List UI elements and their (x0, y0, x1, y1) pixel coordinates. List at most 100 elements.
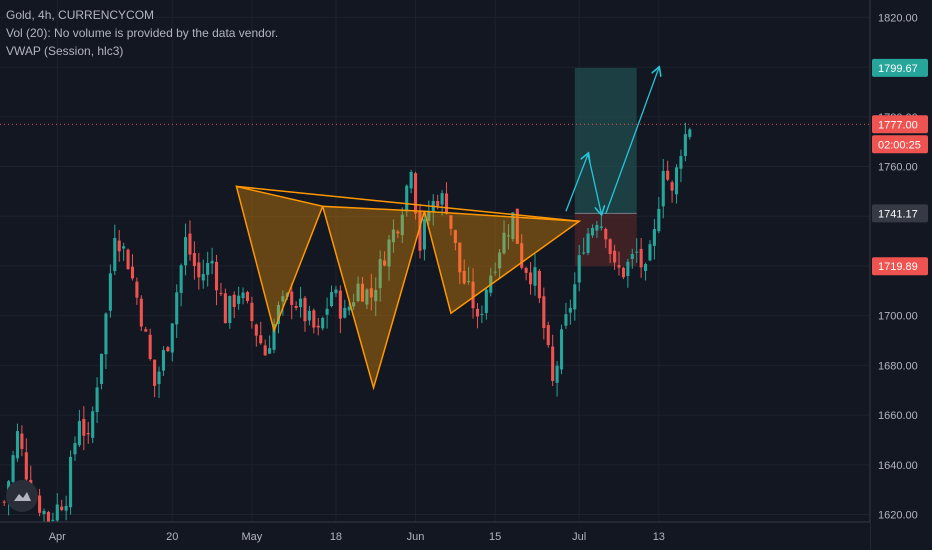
projection-arrow (587, 153, 601, 214)
candle-body (524, 267, 528, 273)
candle-body (387, 239, 391, 267)
candle-body (210, 260, 214, 264)
candle-body (679, 156, 683, 169)
x-tick-label: 13 (653, 531, 665, 543)
candle-body (586, 233, 590, 253)
candle-body (493, 271, 497, 273)
chart-grid (0, 0, 870, 522)
candle-body (471, 281, 475, 309)
legend-vwap[interactable]: VWAP (Session, hlc3) (6, 44, 124, 58)
candle-body (325, 308, 329, 315)
candle-body (108, 273, 112, 311)
pattern-shoulder (423, 210, 582, 315)
candle-body (268, 348, 272, 354)
candle-body (312, 310, 316, 328)
price-label-bg (872, 257, 928, 276)
candle-body (329, 292, 334, 307)
candle-body (511, 212, 515, 239)
candle-body (184, 237, 188, 266)
cloud-logo-icon (14, 492, 31, 501)
candle-body (276, 304, 280, 324)
candle-body (590, 228, 595, 236)
candle-body (414, 173, 418, 214)
candle-body (613, 250, 617, 263)
candle-body (126, 249, 130, 270)
candle-body (294, 305, 298, 308)
x-tick-label: 15 (489, 531, 501, 543)
candle-body (440, 193, 444, 205)
candle-body (453, 230, 457, 243)
x-tick-label: May (242, 531, 263, 543)
candle-body (166, 347, 170, 352)
candle-body (135, 281, 139, 298)
candle-body (42, 510, 46, 515)
candle-body (475, 308, 480, 317)
candle-body (356, 283, 360, 301)
candle-body (657, 208, 661, 232)
candle-body (670, 182, 674, 191)
projection-arrow (605, 68, 659, 214)
candle-body (400, 214, 404, 236)
candle-body (104, 313, 108, 355)
y-tick-label: 1660.00 (878, 410, 918, 422)
candle-body (237, 295, 241, 304)
candle-body (232, 294, 236, 307)
candle-body (130, 266, 135, 279)
candle-body (444, 193, 449, 214)
candle-body (197, 262, 201, 278)
candle-body (582, 252, 586, 254)
candle-body (502, 232, 506, 254)
candle-body (378, 258, 382, 289)
price-label: 1799.67 (878, 63, 918, 75)
candle-body (60, 506, 64, 510)
y-tick-label: 1760.00 (878, 162, 918, 174)
x-tick-label: Jun (407, 531, 425, 543)
candle-body (537, 270, 541, 299)
y-tick-label: 1620.00 (878, 510, 918, 522)
y-tick-label: 1700.00 (878, 311, 918, 323)
price-label: 1777.00 (878, 119, 918, 131)
candle-body (409, 171, 413, 189)
candle-body (117, 240, 121, 252)
price-label-bg (872, 58, 928, 77)
price-label: 1719.89 (878, 261, 918, 273)
candle-body (666, 170, 670, 180)
candle-body (360, 283, 365, 302)
candle-body (405, 185, 409, 212)
countdown-label: 02:00:25 (878, 139, 921, 151)
price-label-bg (872, 115, 928, 134)
candle-body (170, 323, 174, 353)
candle-body (46, 512, 50, 524)
candle-body (352, 302, 356, 307)
candle-body (175, 292, 179, 325)
candle-series (2, 122, 692, 538)
price-axis[interactable]: 1620.001640.001660.001680.001700.001720.… (869, 0, 932, 550)
time-axis[interactable]: Apr 20 May 18 Jun 15 Jul 13 (0, 521, 870, 550)
candle-body (321, 317, 325, 329)
x-tick-label: 18 (330, 531, 342, 543)
legend-volume[interactable]: Vol (20): No volume is provided by the d… (6, 26, 279, 40)
legend-symbol[interactable]: Gold, 4h, CURRENCYCOM (6, 8, 155, 22)
candle-body (77, 420, 81, 446)
candle-body (99, 353, 104, 384)
candle-body (644, 264, 648, 271)
candle-body (188, 233, 192, 255)
candle-body (604, 228, 608, 240)
candle-body (635, 251, 639, 253)
candle-body (113, 238, 117, 272)
tradingview-logo[interactable] (6, 480, 38, 512)
candle-body (228, 295, 232, 324)
candle-body (661, 171, 665, 207)
candle-body (529, 272, 533, 285)
candle-body (241, 292, 245, 299)
candle-body (157, 371, 161, 385)
candle-body (347, 306, 351, 311)
candle-body (64, 505, 68, 511)
candle-body (568, 307, 572, 313)
candle-body (648, 244, 652, 261)
candle-body (674, 167, 679, 195)
x-tick-label: Jul (572, 531, 586, 543)
candle-body (201, 274, 205, 281)
projection-arrow (565, 154, 588, 212)
